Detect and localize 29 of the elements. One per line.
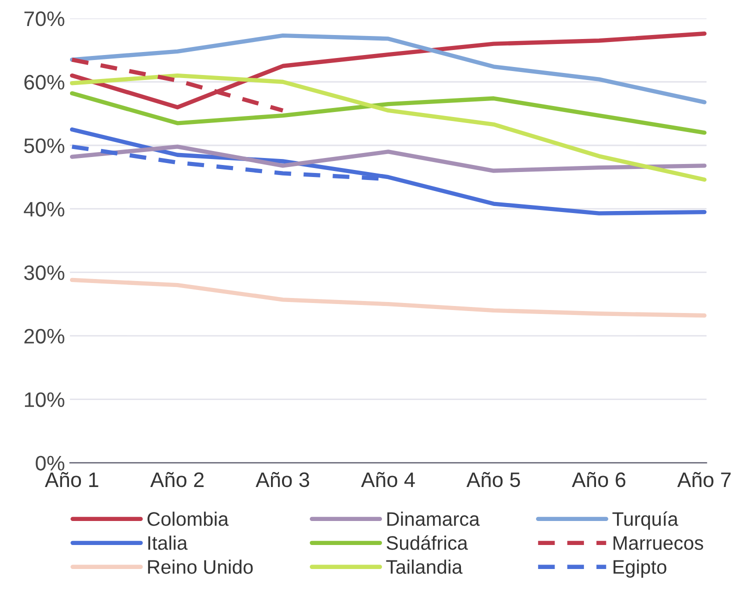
line-series: [70, 278, 707, 318]
y-tick-label: 10%: [24, 392, 64, 408]
x-tick-label: Año 6: [572, 472, 626, 488]
x-tick-label: Año 5: [466, 472, 520, 488]
y-tick-label: 20%: [24, 328, 64, 344]
legend-label: Sudáfrica: [386, 535, 468, 550]
line-series: [70, 127, 707, 216]
x-tick-label: Año 1: [44, 472, 98, 488]
y-tick-label: 60%: [24, 74, 64, 90]
x-tick-label: Año 4: [361, 472, 415, 488]
line-series: [70, 91, 707, 135]
x-tick-label: Año 2: [150, 472, 204, 488]
legend-label: Dinamarca: [387, 512, 480, 526]
legend-label: Marruecos: [614, 536, 704, 550]
line-series: [70, 73, 707, 182]
legend-label: Italia: [148, 536, 188, 550]
y-tick-label: 50%: [24, 138, 64, 154]
legend-label: Tailandia: [386, 560, 463, 574]
legend-label: Reino Unido: [148, 560, 253, 574]
y-tick-label: 0%: [36, 456, 64, 471]
x-tick-label: Año 7: [677, 472, 731, 488]
x-tick-label: Año 3: [256, 472, 310, 488]
y-tick-label: 70%: [24, 11, 64, 26]
legend-label: Turquía: [612, 511, 678, 530]
y-tick-label: 40%: [24, 202, 64, 217]
line-series: [70, 144, 707, 173]
y-tick-label: 30%: [24, 265, 64, 280]
legend-label: Colombia: [148, 512, 229, 526]
legend-label: Egipto: [614, 560, 666, 578]
